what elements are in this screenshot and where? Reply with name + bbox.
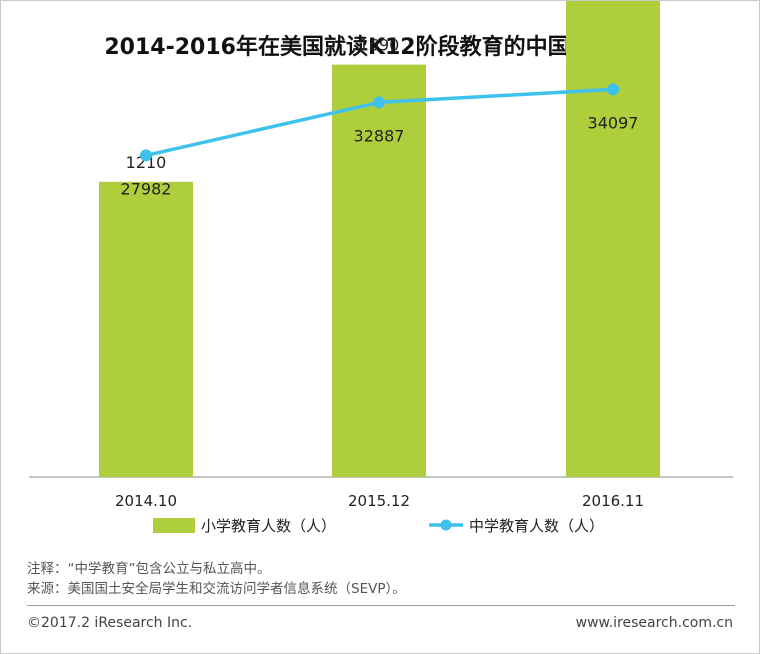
chart-plot: 1210169019772798232887340972014.102015.1… — [29, 1, 733, 535]
bar-value-label: 1210 — [126, 153, 167, 172]
footer-divider — [27, 605, 735, 606]
line-value-label: 27982 — [121, 179, 172, 198]
legend-bar-swatch — [153, 518, 195, 533]
line-point-2015.12 — [373, 96, 385, 109]
legend-bar-label: 小学教育人数（人） — [201, 517, 336, 535]
bar-primary-2014.10 — [99, 181, 193, 477]
bar-primary-2016.11 — [566, 1, 660, 478]
line-value-label: 32887 — [354, 126, 405, 145]
chart-title: 2014-2016年在美国就读K12阶段教育的中国学生人数 — [104, 35, 658, 60]
line-value-label: 34097 — [588, 113, 639, 132]
line-point-2014.10 — [140, 149, 152, 162]
legend-line-label: 中学教育人数（人） — [469, 517, 604, 535]
x-tick-label: 2015.12 — [348, 492, 410, 510]
chart-source: 来源：美国国土安全局学生和交流访问学者信息系统（SEVP）。 — [27, 581, 406, 597]
copyright-text: ©2017.2 iResearch Inc. — [27, 615, 193, 631]
x-tick-label: 2014.10 — [115, 492, 177, 510]
website-link[interactable]: www.iresearch.com.cn — [575, 615, 733, 631]
x-tick-label: 2016.11 — [582, 492, 644, 510]
legend-line-marker — [440, 519, 452, 531]
chart-note: 注释：“中学教育”包含公立与私立高中。 — [27, 561, 271, 577]
bar-primary-2015.12 — [332, 64, 426, 477]
line-point-2016.11 — [607, 83, 619, 96]
bar-value-label: 1690 — [359, 36, 400, 55]
